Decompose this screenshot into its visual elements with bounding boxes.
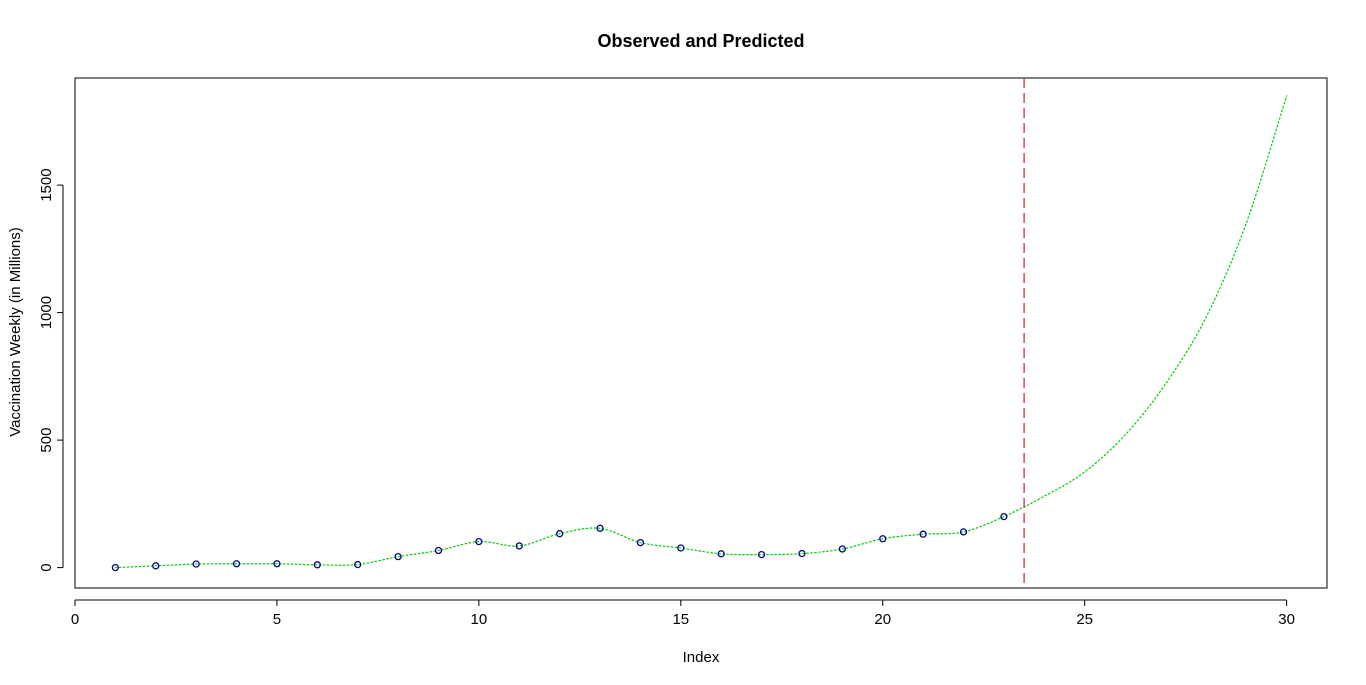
x-tick-label: 20 — [874, 611, 891, 628]
x-axis-label: Index — [683, 649, 720, 666]
observed-point — [152, 562, 160, 570]
observed-point — [1000, 512, 1008, 521]
observed-point — [394, 552, 402, 561]
y-tick-label: 500 — [38, 428, 55, 453]
observed-point — [555, 530, 564, 538]
observed-point — [798, 549, 806, 558]
observed-point — [111, 563, 120, 572]
observed-point — [677, 544, 685, 552]
x-axis: 0 5 10 15 20 25 30 — [71, 599, 1295, 628]
fitted-line — [114, 95, 1288, 569]
x-tick-label: 30 — [1278, 611, 1295, 628]
observed-point — [434, 546, 443, 555]
y-axis-label: Vaccination Weekly (in Millions) — [7, 227, 24, 437]
observed-point — [354, 560, 362, 569]
x-tick-label: 15 — [672, 611, 689, 628]
observed-point — [879, 535, 887, 543]
y-tick-label: 0 — [38, 563, 55, 571]
x-tick-label: 5 — [273, 611, 281, 628]
y-tick-label: 1000 — [38, 296, 55, 329]
observed-point — [717, 550, 725, 558]
observed-point — [232, 560, 241, 568]
observed-point — [838, 545, 847, 553]
y-tick-label: 1500 — [38, 168, 55, 201]
observed-point — [636, 538, 645, 547]
observed-point — [919, 530, 927, 538]
plot-frame — [74, 77, 1328, 589]
chart-title: Observed and Predicted — [597, 31, 804, 51]
observed-point — [596, 524, 604, 532]
x-tick-label: 10 — [471, 611, 488, 628]
x-tick-label: 0 — [71, 611, 79, 628]
observed-point — [313, 561, 321, 569]
plot-area — [111, 78, 1288, 588]
y-axis: 0 500 1000 1500 — [38, 168, 64, 572]
observed-point — [757, 550, 766, 559]
x-tick-label: 25 — [1076, 611, 1093, 628]
observed-point — [515, 542, 523, 550]
observed-point — [273, 560, 281, 568]
observed-point — [475, 537, 483, 546]
observed-point — [192, 560, 200, 568]
observed-point — [959, 528, 968, 536]
